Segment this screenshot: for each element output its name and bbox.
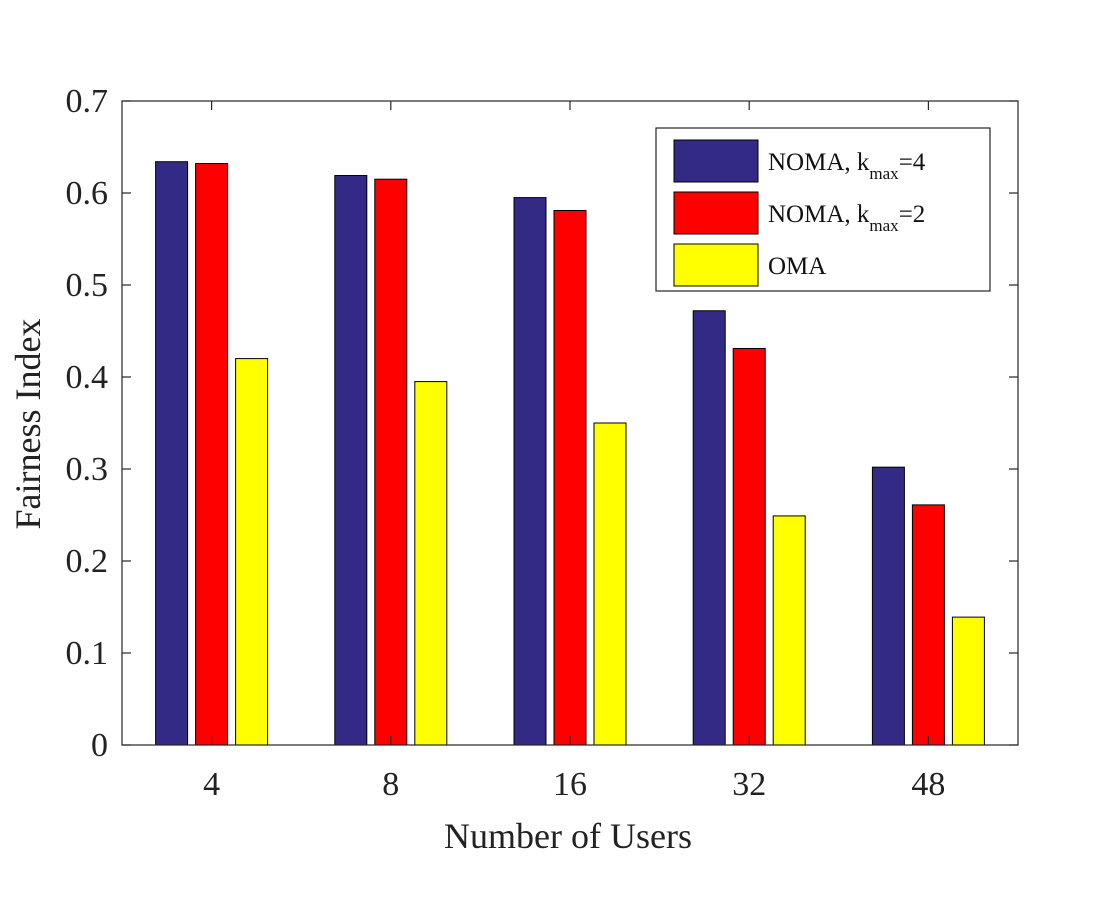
y-tick-label: 0.2 (66, 543, 109, 580)
y-tick-label: 0.4 (66, 359, 109, 396)
bar-4-series-1 (155, 161, 189, 746)
y-axis-title: Fairness Index (8, 319, 48, 530)
bar-4-series-2 (195, 163, 229, 746)
bar-16-series-1 (513, 197, 547, 746)
y-tick-label: 0.5 (66, 267, 109, 304)
bar-48-series-2 (911, 504, 945, 746)
y-tick-label: 0.6 (66, 175, 109, 212)
x-tick-label: 8 (382, 766, 399, 803)
bar-32-series-2 (732, 347, 766, 746)
legend: NOMA, kmax=4 NOMA, kmax=2 OMA (655, 127, 991, 292)
legend-swatch-series-1 (673, 139, 759, 183)
y-tick-label: 0 (91, 727, 108, 764)
legend-label-series-2: NOMA, kmax=2 (768, 201, 925, 235)
axes-layer: 00.10.20.30.40.50.60.74 8 16 32 48 (66, 83, 1019, 803)
bar-8-series-3 (414, 381, 448, 746)
bar-16-series-2 (553, 209, 587, 746)
bar-4-series-3 (235, 358, 269, 746)
bar-32-series-3 (772, 515, 806, 746)
bar-32-series-1 (692, 310, 726, 746)
y-tick-label: 0.1 (66, 635, 109, 672)
x-axis-title: Number of Users (444, 816, 692, 856)
bar-48-series-3 (951, 616, 985, 746)
x-tick-label: 4 (203, 766, 220, 803)
x-tick-label: 48 (911, 766, 945, 803)
legend-swatch-series-3 (673, 243, 759, 287)
legend-label-series-1: NOMA, kmax=4 (768, 149, 926, 183)
bar-48-series-1 (871, 466, 905, 746)
y-tick-label: 0.3 (66, 451, 109, 488)
bars-layer (155, 161, 985, 746)
legend-swatch-series-2 (673, 191, 759, 235)
x-tick-label: 16 (553, 766, 587, 803)
bar-16-series-3 (593, 422, 627, 746)
y-tick-label: 0.7 (66, 83, 109, 120)
bar-8-series-2 (374, 178, 408, 746)
bar-8-series-1 (334, 175, 368, 746)
x-tick-label: 32 (732, 766, 766, 803)
legend-label-series-3: OMA (768, 253, 826, 280)
